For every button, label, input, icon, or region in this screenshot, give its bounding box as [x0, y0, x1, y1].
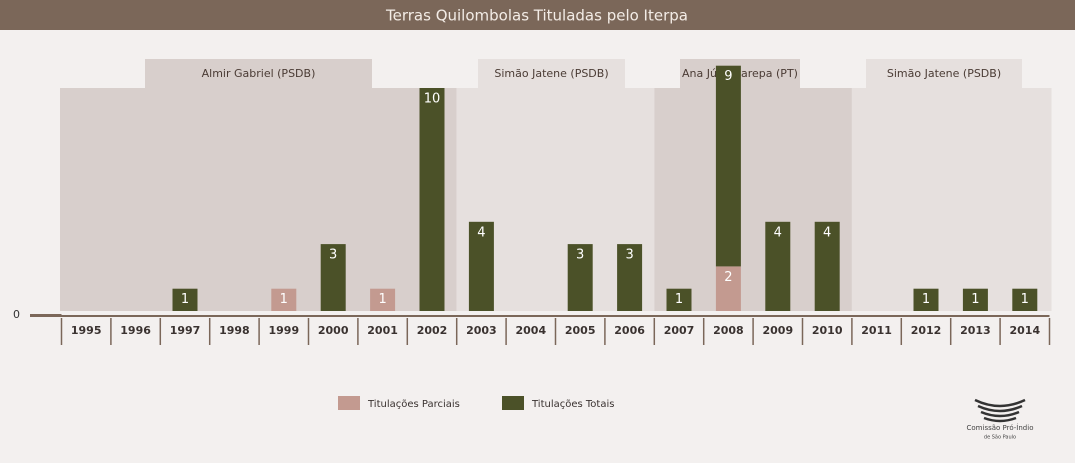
value-label: 1	[378, 292, 386, 307]
x-tick-label: 2014	[1009, 324, 1040, 337]
x-tick-label: 2008	[713, 324, 744, 337]
bar-segment	[1012, 288, 1038, 311]
bar-segment	[320, 244, 346, 311]
value-label: 4	[823, 225, 831, 240]
chart-title: Terras Quilombolas Tituladas pelo Iterpa	[385, 7, 688, 25]
x-tick-label: 2001	[367, 324, 398, 337]
x-tick-label: 2013	[960, 324, 991, 337]
value-label: 1	[675, 292, 683, 307]
x-tick-label: 2000	[318, 324, 349, 337]
value-label: 1	[922, 292, 930, 307]
value-label: 1	[1021, 292, 1029, 307]
x-tick-label: 2007	[664, 324, 695, 337]
value-label: 9	[724, 69, 732, 84]
bar-segment	[913, 288, 939, 311]
logo-text: Comissão Pró-Índio	[967, 423, 1034, 432]
legend-swatch	[338, 396, 360, 410]
value-label: 3	[625, 248, 633, 263]
x-tick-label: 2002	[417, 324, 448, 337]
x-tick-label: 2006	[614, 324, 645, 337]
bar-segment	[370, 288, 396, 311]
value-label: 3	[576, 248, 584, 263]
bar-segment	[814, 221, 840, 311]
x-tick-label: 1999	[268, 324, 299, 337]
value-label: 1	[181, 292, 189, 307]
value-label: 4	[477, 225, 485, 240]
x-tick-label: 1996	[120, 324, 151, 337]
period-label: Simão Jatene (PSDB)	[494, 67, 608, 80]
value-label: 4	[774, 225, 782, 240]
bar-segment	[567, 244, 593, 311]
period-header	[866, 59, 1022, 88]
x-tick-label: 1997	[170, 324, 201, 337]
bar-segment	[765, 221, 791, 311]
x-tick-label: 2011	[861, 324, 892, 337]
period-label: Simão Jatene (PSDB)	[887, 67, 1001, 80]
value-label: 2	[724, 270, 732, 285]
x-tick-label: 1995	[71, 324, 102, 337]
bar-segment	[715, 65, 741, 267]
period-band	[851, 88, 1052, 311]
x-tick-label: 2009	[762, 324, 793, 337]
bar-segment	[617, 244, 643, 311]
logo	[974, 398, 1026, 423]
legend-label: Titulações Parciais	[367, 399, 460, 410]
x-tick-label: 2004	[515, 324, 546, 337]
legend-label: Titulações Totais	[531, 399, 614, 410]
value-label: 10	[424, 92, 441, 107]
x-tick-label: 2003	[466, 324, 497, 337]
period-label: Almir Gabriel (PSDB)	[202, 67, 316, 80]
bar-segment	[715, 266, 741, 311]
bar-segment	[468, 221, 494, 311]
x-tick-label: 2010	[812, 324, 843, 337]
x-tick-label: 1998	[219, 324, 250, 337]
value-label: 3	[329, 248, 337, 263]
bar-segment	[962, 288, 988, 311]
logo-text: de São Paulo	[984, 435, 1016, 441]
bar-segment	[419, 88, 445, 311]
header-bar	[0, 0, 1075, 30]
period-header	[145, 59, 372, 88]
bar-segment	[271, 288, 297, 311]
bar-segment	[172, 288, 198, 311]
legend-swatch	[502, 396, 524, 410]
period-band	[60, 88, 457, 311]
value-label: 1	[280, 292, 288, 307]
x-tick-label: 2005	[565, 324, 596, 337]
period-header	[478, 59, 625, 88]
y-tick-label: 0	[13, 308, 20, 321]
x-tick-label: 2012	[911, 324, 942, 337]
value-label: 1	[971, 292, 979, 307]
bar-segment	[666, 288, 692, 311]
